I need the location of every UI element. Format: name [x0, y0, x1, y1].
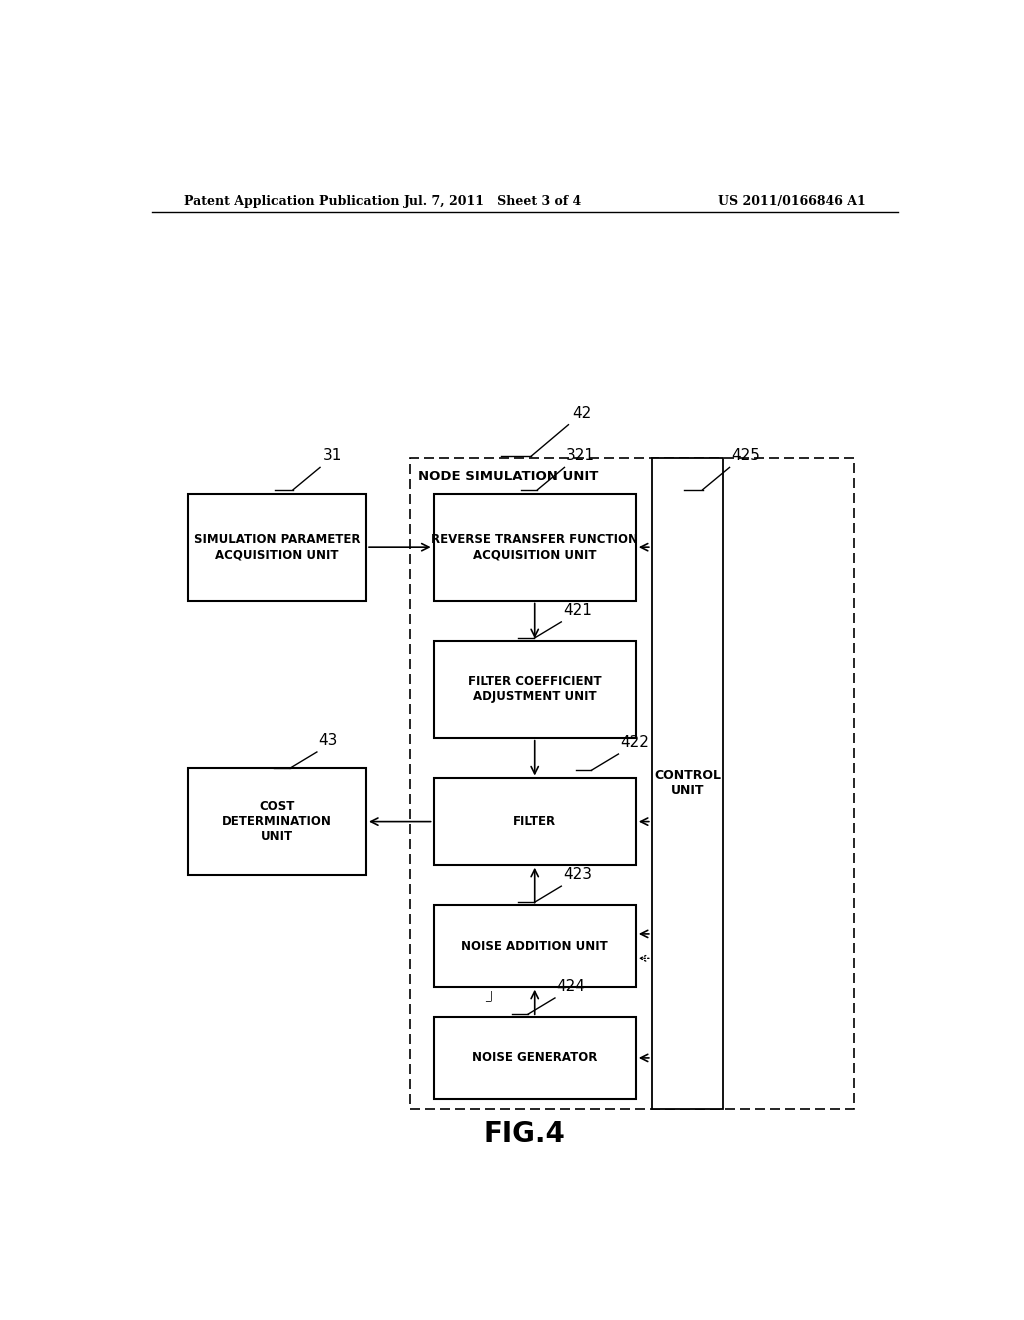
Bar — [433, 1018, 636, 1098]
Text: _|: _| — [485, 990, 494, 1002]
Text: NOISE GENERATOR: NOISE GENERATOR — [472, 1052, 597, 1064]
Bar — [652, 458, 723, 1109]
Text: 425: 425 — [731, 449, 760, 463]
Text: 424: 424 — [557, 979, 586, 994]
Bar — [187, 494, 366, 601]
Text: 423: 423 — [563, 867, 592, 882]
Text: NOISE ADDITION UNIT: NOISE ADDITION UNIT — [462, 940, 608, 953]
Text: 43: 43 — [318, 733, 338, 748]
Text: Jul. 7, 2011   Sheet 3 of 4: Jul. 7, 2011 Sheet 3 of 4 — [403, 194, 583, 207]
Text: FILTER COEFFICIENT
ADJUSTMENT UNIT: FILTER COEFFICIENT ADJUSTMENT UNIT — [468, 676, 601, 704]
Text: CONTROL
UNIT: CONTROL UNIT — [654, 770, 721, 797]
Bar — [433, 906, 636, 987]
Text: Patent Application Publication: Patent Application Publication — [183, 194, 399, 207]
Text: NODE SIMULATION UNIT: NODE SIMULATION UNIT — [418, 470, 598, 483]
Bar — [410, 458, 854, 1109]
Text: COST
DETERMINATION
UNIT: COST DETERMINATION UNIT — [222, 800, 332, 843]
Text: 42: 42 — [572, 405, 592, 421]
Bar — [187, 768, 366, 875]
Text: 422: 422 — [620, 735, 649, 750]
Text: FILTER: FILTER — [513, 816, 556, 828]
Text: REVERSE TRANSFER FUNCTION
ACQUISITION UNIT: REVERSE TRANSFER FUNCTION ACQUISITION UN… — [431, 533, 638, 561]
Text: 421: 421 — [563, 603, 592, 618]
Bar — [433, 779, 636, 865]
Text: 321: 321 — [566, 449, 595, 463]
Text: SIMULATION PARAMETER
ACQUISITION UNIT: SIMULATION PARAMETER ACQUISITION UNIT — [194, 533, 360, 561]
Bar — [433, 642, 636, 738]
Bar — [433, 494, 636, 601]
Text: 31: 31 — [323, 449, 342, 463]
Text: FIG.4: FIG.4 — [484, 1121, 565, 1148]
Text: US 2011/0166846 A1: US 2011/0166846 A1 — [718, 194, 866, 207]
